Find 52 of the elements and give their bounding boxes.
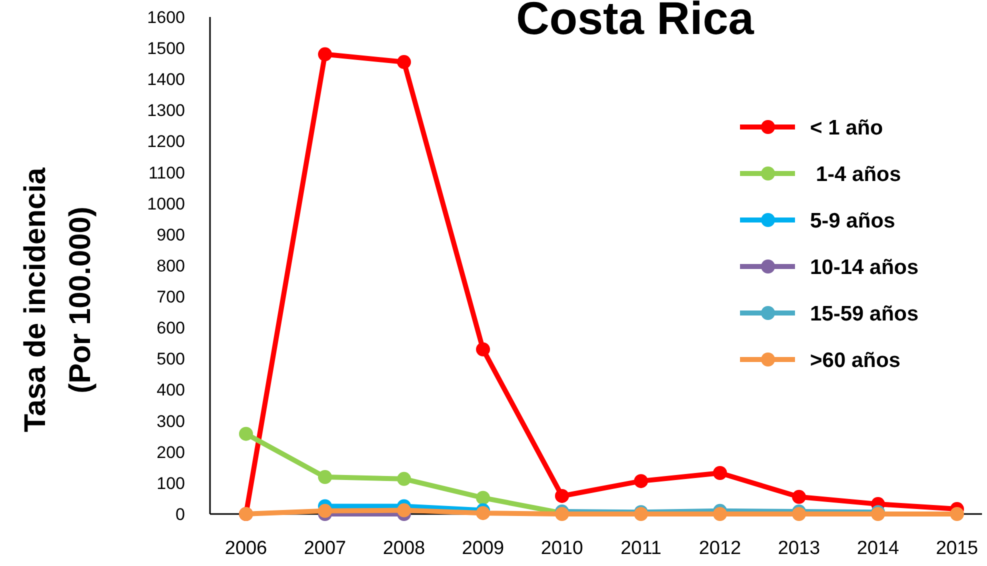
- point: [634, 474, 648, 488]
- y-tick-label: 1000: [147, 194, 185, 214]
- x-tick-label: 2014: [856, 538, 900, 559]
- point: [318, 504, 332, 518]
- point: [239, 426, 253, 441]
- y-tick-label: 200: [156, 442, 185, 462]
- y-tick-label: 600: [156, 318, 185, 338]
- point: [950, 507, 964, 521]
- y-tick-label: 1600: [147, 8, 185, 27]
- legend-label: >60 años: [810, 348, 900, 372]
- x-tick-label: 2012: [698, 538, 742, 559]
- legend-label: 5-9 años: [810, 209, 896, 232]
- y-tick-label: 900: [156, 225, 185, 244]
- x-tick-label: 2006: [224, 538, 268, 559]
- x-tick-label: 2009: [462, 538, 504, 559]
- y-tick-label: 1300: [147, 101, 185, 120]
- point: [713, 507, 727, 521]
- point: [555, 488, 569, 503]
- y-tick-label: 1500: [147, 39, 185, 58]
- y-tick-label: 100: [156, 474, 185, 493]
- y-tick-label: 0: [176, 504, 185, 524]
- point: [476, 506, 490, 520]
- point: [318, 470, 332, 484]
- y-tick-label: 700: [156, 288, 185, 307]
- point: [397, 503, 411, 518]
- x-tick-label: 2011: [620, 538, 662, 559]
- y-tick-label: 800: [156, 256, 185, 276]
- y-tick-label: 1100: [148, 163, 185, 182]
- x-tick-label: 2008: [382, 538, 426, 559]
- x-tick-label: 2013: [778, 538, 820, 559]
- y-tick-label: 300: [156, 412, 185, 431]
- point: [792, 490, 806, 504]
- x-tick-label: 2007: [304, 538, 346, 559]
- legend-label: 15-59 años: [810, 302, 919, 326]
- y-tick-label: 400: [156, 380, 185, 400]
- point: [713, 466, 727, 480]
- point: [792, 507, 806, 521]
- x-tick-label: 2010: [540, 538, 584, 559]
- y-tick-label: 500: [156, 350, 185, 369]
- point: [476, 342, 490, 356]
- legend-label: 1-4 años: [810, 162, 902, 186]
- y-tick-label: 1400: [147, 70, 185, 90]
- point: [397, 472, 411, 486]
- point: [397, 55, 411, 70]
- y-tick-label: 1200: [147, 132, 185, 152]
- point: [318, 47, 332, 62]
- chart-title: Costa Rica: [516, 0, 754, 44]
- y-axis-title: Tasa de incidencia (Por 100.000): [19, 167, 97, 432]
- legend-label: < 1 año: [810, 116, 883, 140]
- x-tick-label: 2015: [936, 538, 978, 559]
- legend-label: 10-14 años: [810, 256, 919, 279]
- point: [476, 490, 490, 505]
